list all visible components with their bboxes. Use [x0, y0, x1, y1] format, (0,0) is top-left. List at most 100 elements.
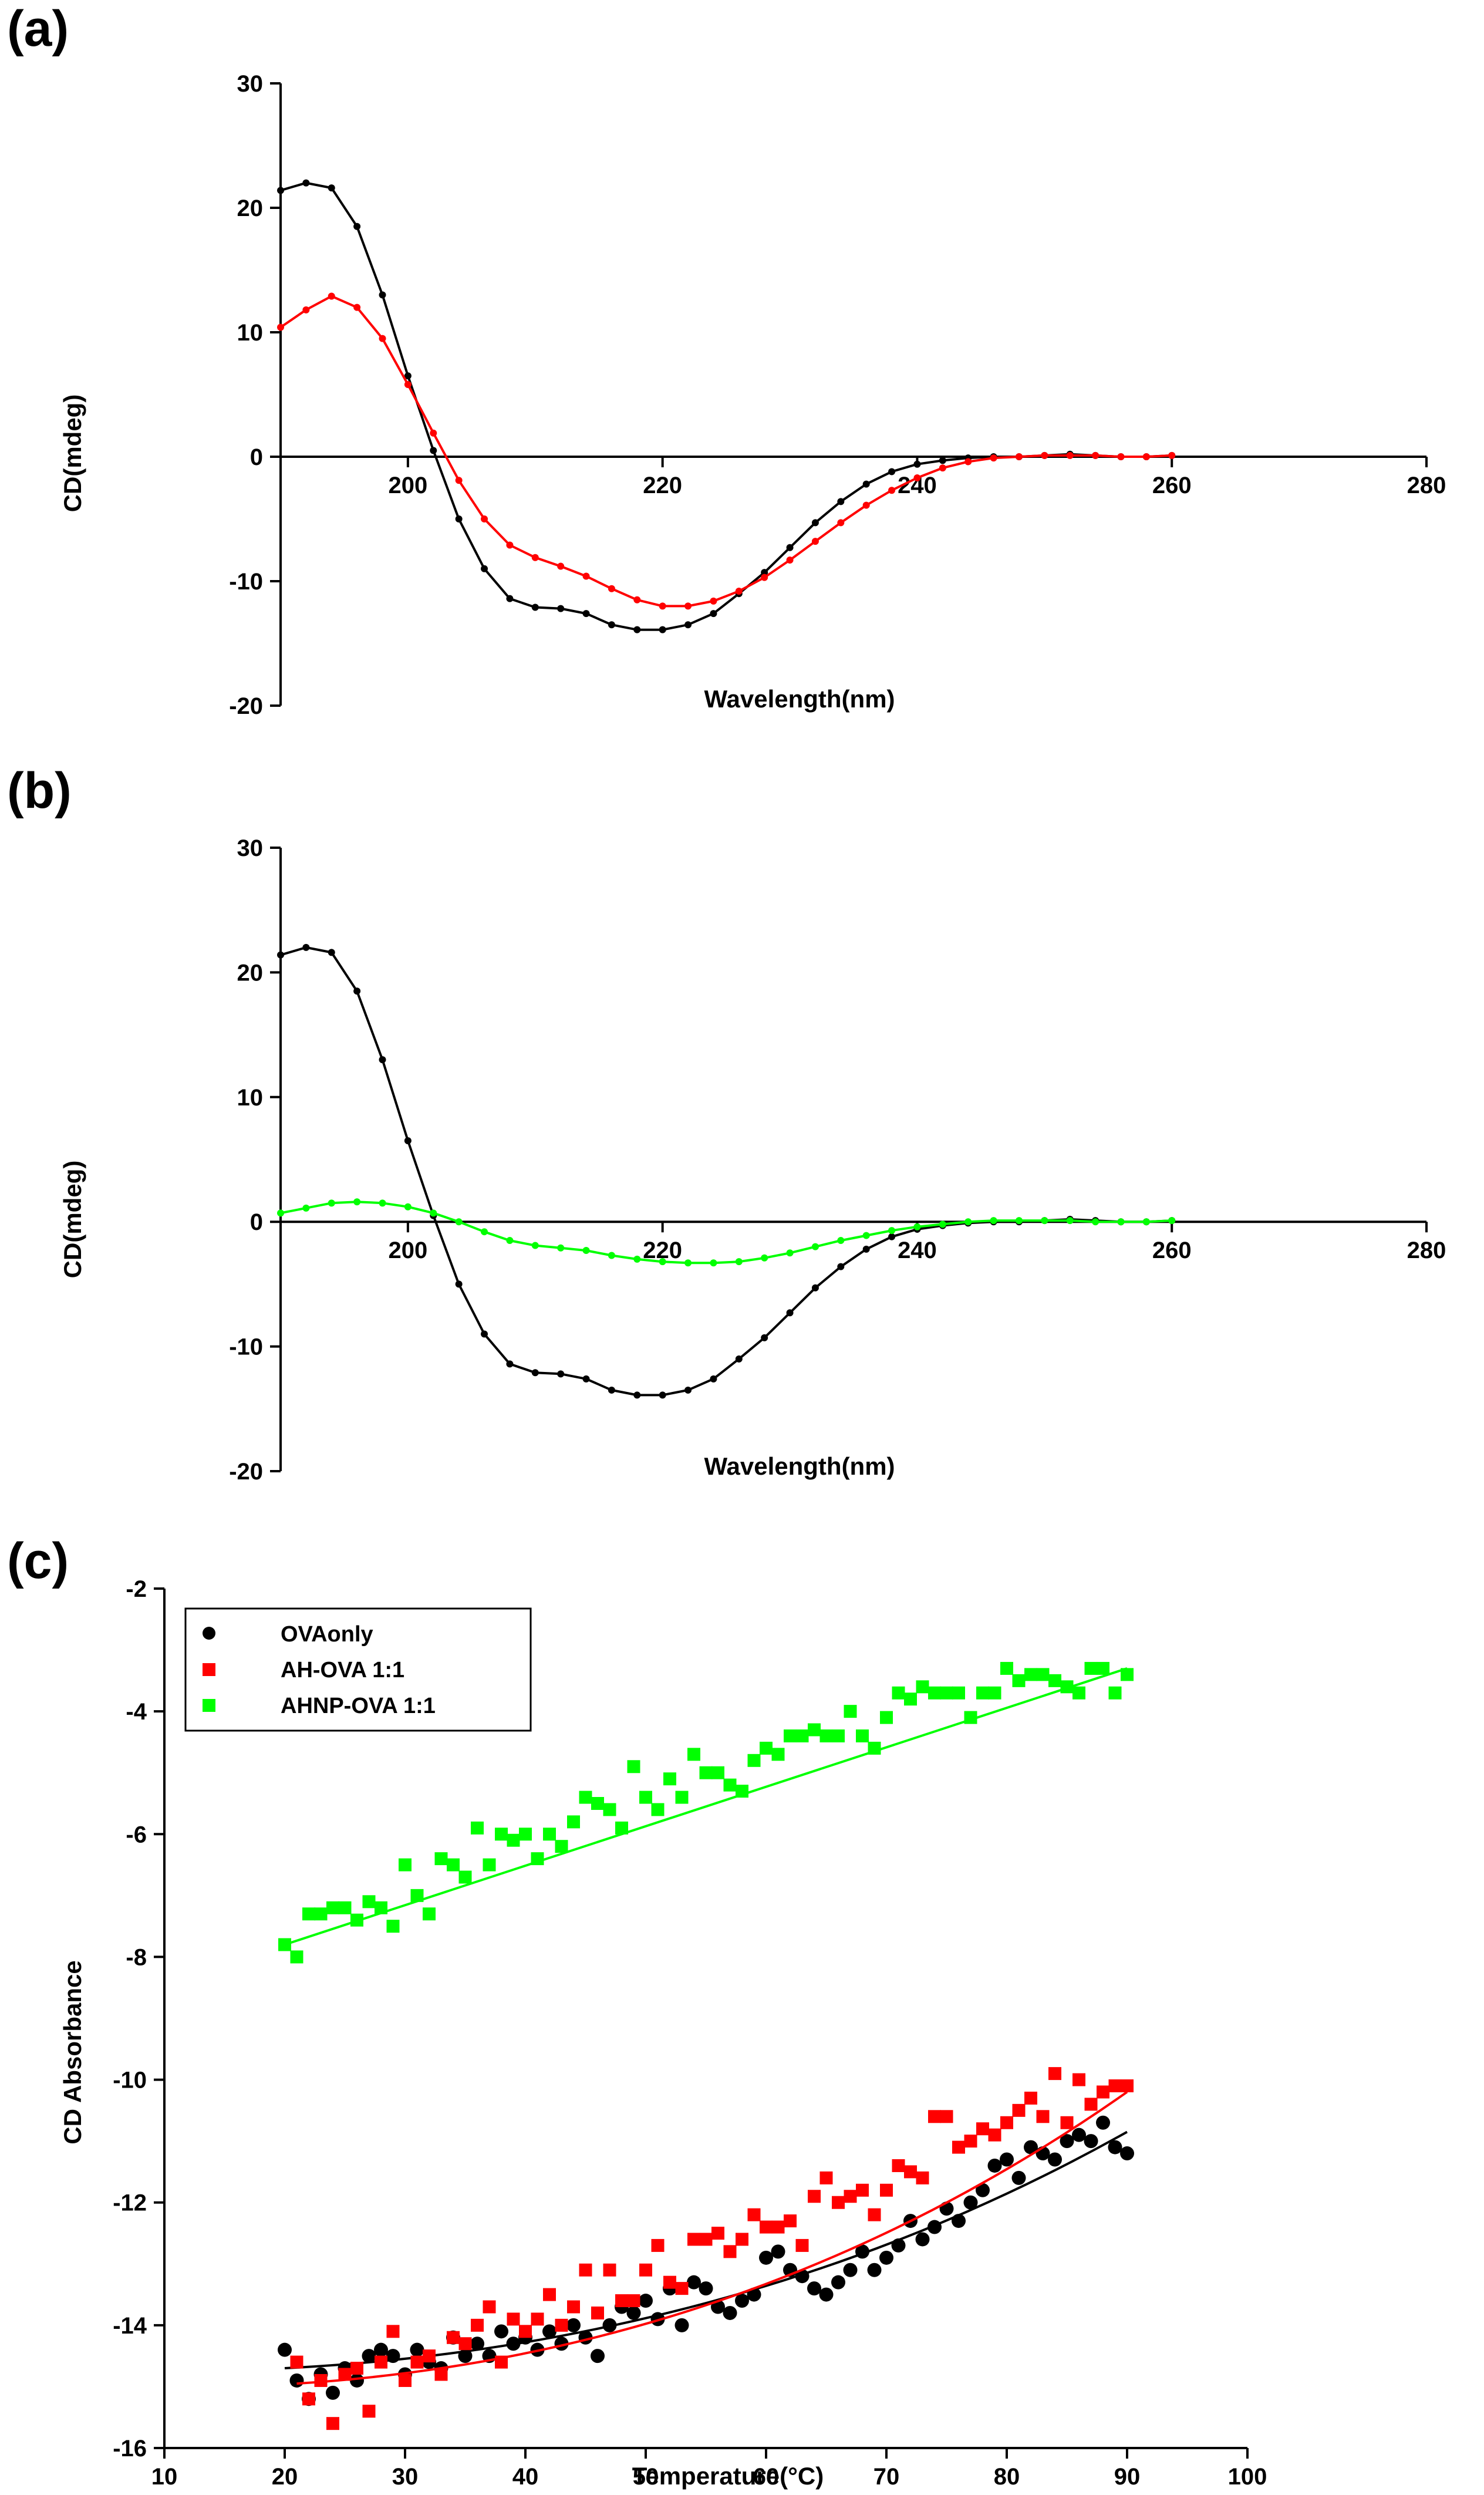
panel-a-chart: (a) CD(mdeg) Wavelength(nm) -20 -10 0 10 20 3…: [7, 1, 1446, 719]
x-axis-title-b: Wavelength(nm): [704, 1452, 895, 1480]
data-point: [880, 2183, 893, 2197]
data-point: [434, 2368, 448, 2381]
data-point: [362, 2349, 376, 2363]
data-point: [290, 2355, 303, 2369]
data-point: [591, 1797, 604, 1810]
data-point: [784, 2214, 797, 2228]
data-point: [747, 2287, 761, 2302]
data-point: [735, 1355, 743, 1363]
data-point: [659, 602, 666, 610]
data-point: [819, 1729, 833, 1742]
data-point: [1036, 1668, 1050, 1681]
data-point: [1142, 453, 1150, 460]
y-tick-label: -12: [113, 2190, 147, 2216]
data-point: [988, 1686, 1001, 1700]
data-point: [447, 1858, 460, 1872]
data-point: [862, 1245, 870, 1253]
data-point: [326, 2385, 340, 2400]
data-point: [888, 1227, 896, 1235]
data-point: [495, 1828, 508, 1841]
data-point: [784, 1729, 797, 1742]
data-point: [862, 501, 870, 509]
data-point: [1072, 1686, 1085, 1700]
series-line-ah-ova-1-1: [279, 295, 1172, 608]
data-point: [916, 1680, 929, 1694]
data-point: [1048, 2067, 1061, 2081]
y-tick-label: -8: [126, 1944, 147, 1970]
data-point: [913, 460, 921, 468]
data-point: [684, 602, 692, 610]
data-point: [1036, 2110, 1050, 2123]
x-tick-label: 200: [389, 473, 428, 498]
data-point: [481, 1228, 488, 1236]
data-point: [423, 1907, 436, 1921]
data-point: [964, 1711, 977, 1724]
y-tick-label: -10: [229, 569, 263, 595]
data-point: [379, 335, 386, 342]
data-point: [1120, 2146, 1134, 2161]
data-point: [832, 1729, 845, 1742]
data-point: [687, 1748, 700, 1761]
data-point: [374, 2342, 388, 2357]
data-point: [1092, 451, 1099, 459]
data-point: [856, 2183, 869, 2197]
data-point: [892, 1686, 905, 1700]
data-point: [430, 447, 437, 454]
data-point: [579, 1791, 592, 1804]
data-point: [531, 1369, 539, 1377]
data-point: [608, 585, 615, 592]
data-point: [1012, 2103, 1026, 2117]
data-point: [582, 572, 590, 580]
series-ah-ova-1-1: [277, 292, 1176, 610]
data-point: [735, 1258, 743, 1266]
data-point: [519, 2325, 532, 2338]
data-point: [404, 381, 412, 389]
data-point: [761, 574, 768, 581]
data-point: [399, 1858, 412, 1872]
data-point: [963, 2195, 978, 2210]
data-point: [771, 2220, 785, 2234]
data-point: [302, 306, 310, 313]
data-point: [862, 1232, 870, 1239]
data-point: [771, 2244, 785, 2259]
data-point: [880, 1711, 893, 1724]
data-point: [868, 1741, 881, 1755]
data-point: [837, 1237, 845, 1245]
legend-box: [184, 1607, 532, 1732]
data-point: [1084, 1661, 1098, 1675]
data-point: [302, 179, 310, 187]
fit-line-ah-ova-1-1: [296, 2091, 1128, 2385]
data-point: [964, 1218, 972, 1226]
data-point: [761, 569, 768, 576]
data-point: [1097, 2085, 1109, 2099]
data-point: [627, 2294, 640, 2308]
data-point: [557, 562, 565, 570]
x-axis-title-a: Wavelength(nm): [704, 685, 895, 713]
data-point: [506, 2336, 521, 2351]
data-point: [615, 2294, 628, 2308]
y-tick-label: 20: [237, 960, 264, 986]
data-point: [506, 1237, 514, 1245]
x-tick-label: 220: [643, 473, 682, 498]
data-point: [543, 1828, 556, 1841]
data-point: [837, 1263, 845, 1270]
data-point: [964, 2135, 977, 2148]
data-point: [1060, 1680, 1074, 1694]
data-point: [1066, 451, 1074, 459]
data-point: [379, 1056, 386, 1064]
panel-c-chart: (c) CD Absorbance Temperature(°C) -16 -14…: [7, 1533, 1267, 2490]
data-point: [302, 943, 310, 951]
data-point: [832, 2196, 845, 2209]
x-tick-label: 10: [151, 2464, 178, 2490]
data-point: [531, 603, 539, 611]
data-point: [761, 1334, 768, 1341]
data-point: [811, 519, 819, 527]
fit-line-ahnp-ova-1-1: [284, 1667, 1128, 1946]
data-point: [811, 1284, 819, 1292]
data-point: [1084, 2098, 1098, 2111]
data-point: [633, 596, 641, 603]
x-tick-label: 100: [1228, 2464, 1267, 2490]
data-point: [627, 1760, 640, 1774]
data-point: [964, 458, 972, 466]
data-point: [531, 1852, 544, 1866]
